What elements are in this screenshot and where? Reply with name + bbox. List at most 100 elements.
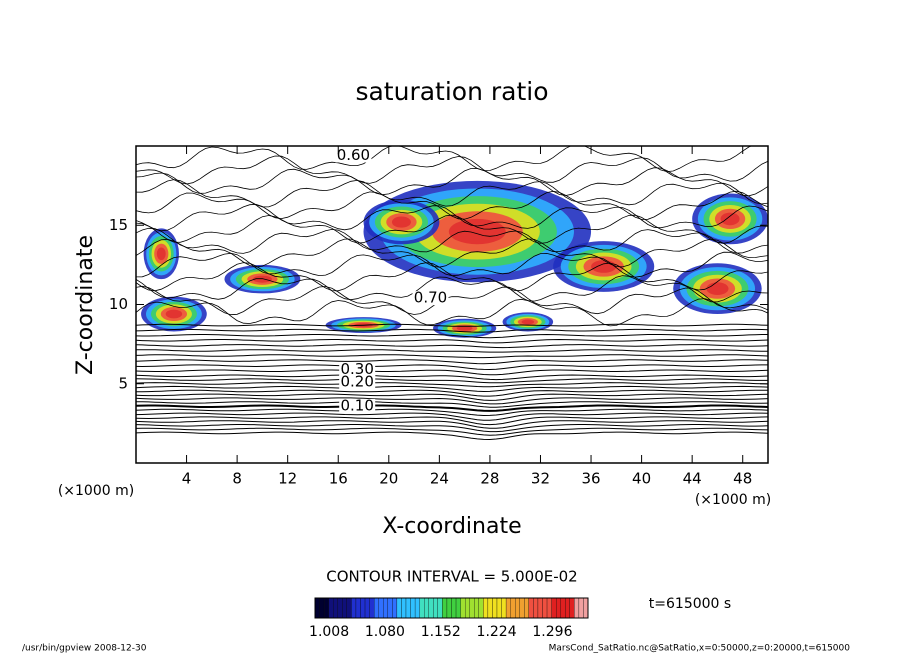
colorbar-cell: [510, 597, 516, 619]
field-patch: [448, 218, 506, 245]
contour-line: [136, 393, 768, 401]
colorbar-cell: [424, 597, 429, 619]
colorbar-cell: [410, 597, 416, 619]
colorbar-cell: [414, 597, 420, 619]
chart-title: saturation ratio: [355, 77, 548, 106]
colorbar-cell: [314, 597, 320, 619]
contour-line: [136, 344, 768, 349]
x-tick-label: 36: [581, 470, 600, 488]
colorbar-cell: [419, 597, 425, 619]
contour-line: [136, 389, 768, 397]
contour-line: [136, 427, 768, 436]
colorbar-tick-label: 1.008: [309, 624, 349, 640]
colorbar-cell: [323, 597, 329, 619]
colorbar-tick-label: 1.296: [532, 624, 572, 640]
field-patch: [456, 325, 473, 331]
colorbar-cell: [396, 597, 402, 619]
colorbar-cell: [556, 597, 561, 619]
y-tick-label: 15: [109, 216, 128, 234]
colorbar-cell: [565, 597, 570, 619]
colorbar-cell: [373, 597, 379, 619]
contour-line: [136, 397, 768, 405]
x-tick-label: 32: [531, 470, 550, 488]
contour-interval: CONTOUR INTERVAL = 5.000E-02: [326, 568, 577, 586]
colorbar-tick-label: 1.152: [421, 624, 461, 640]
contour-label: 0.60: [337, 146, 370, 164]
colorbar-cell: [369, 597, 375, 619]
field-patch: [591, 260, 617, 273]
colorbar-cell: [496, 597, 502, 619]
colorbar-cell: [560, 597, 566, 619]
colorbar-tick-label: 1.080: [365, 624, 405, 640]
colorbar-cell: [351, 597, 357, 619]
x-tick-label: 20: [379, 470, 398, 488]
colorbar-cell: [528, 597, 534, 619]
x-tick-label: 16: [329, 470, 348, 488]
colorbar-cell: [383, 597, 388, 619]
contour-line: [136, 285, 768, 316]
contour-line: [136, 364, 768, 371]
contour-line: [136, 333, 768, 339]
x-axis-label: X-coordinate: [382, 514, 521, 539]
contour-line: [136, 203, 768, 232]
colorbar-cell: [464, 597, 470, 619]
x-tick-label: 12: [278, 470, 297, 488]
contour-label: 0.20: [340, 373, 373, 391]
contour-line: [136, 155, 768, 185]
contour-line: [136, 238, 768, 268]
x-tick-label: 8: [232, 470, 242, 488]
contour-label: 0.70: [414, 289, 447, 307]
field-patch: [706, 282, 729, 295]
contour-line: [136, 374, 768, 381]
colorbar-cell: [446, 597, 452, 619]
contour-label-bg: [339, 375, 376, 390]
field-patch: [252, 275, 272, 283]
contour-line: [136, 385, 768, 393]
contour-label-bg: [412, 291, 449, 306]
x-tick-label: 24: [430, 470, 449, 488]
contour-line: [136, 431, 768, 441]
colorbar-tick-label: 1.224: [477, 624, 517, 640]
colorbar-cell: [546, 597, 552, 619]
colorbar-cell: [355, 597, 361, 619]
footer-right: MarsCond_SatRatio.nc@SatRatio,x=0:50000,…: [549, 644, 851, 654]
colorbar-frame: [314, 597, 589, 619]
colorbar-cell: [515, 597, 520, 619]
contour-line: [136, 323, 768, 327]
contour-line: [136, 328, 768, 333]
contour-label: 0.10: [340, 396, 373, 414]
contour-line: [136, 404, 768, 412]
colorbar-cell: [469, 597, 475, 619]
time-label: t=615000 s: [649, 596, 731, 612]
footer-left: /usr/bin/gpview 2008-12-30: [22, 644, 147, 654]
y-axis-label: Z-coordinate: [73, 235, 98, 375]
contour-line: [136, 338, 768, 344]
contour-line: [136, 412, 768, 421]
colorbar-cell: [342, 597, 347, 619]
colorbar-cell: [428, 597, 434, 619]
contour-line: [136, 146, 768, 173]
contour-line: [136, 298, 768, 327]
contour-line: [136, 424, 768, 433]
colorbar-cell: [387, 597, 393, 619]
colorbar-cell: [442, 597, 448, 619]
colorbar-cell: [333, 597, 338, 619]
x-tick-label: 48: [733, 470, 752, 488]
colorbar-cell: [533, 597, 539, 619]
colorbar-cell: [542, 597, 548, 619]
field-patch: [165, 309, 183, 319]
contour-label-bg: [339, 398, 376, 413]
x-tick-label: 28: [480, 470, 499, 488]
contour-line: [136, 214, 768, 244]
contour-line: [136, 179, 768, 208]
x-unit: (×1000 m): [695, 492, 771, 508]
contour-line: [136, 382, 768, 388]
contour-label: 0.30: [340, 360, 373, 378]
contour-line: [136, 227, 768, 254]
colorbar-cell: [492, 597, 498, 619]
y-unit: (×1000 m): [58, 483, 134, 499]
contour-line: [136, 251, 768, 278]
y-tick-label: 10: [109, 295, 128, 313]
colorbar-cell: [337, 597, 343, 619]
